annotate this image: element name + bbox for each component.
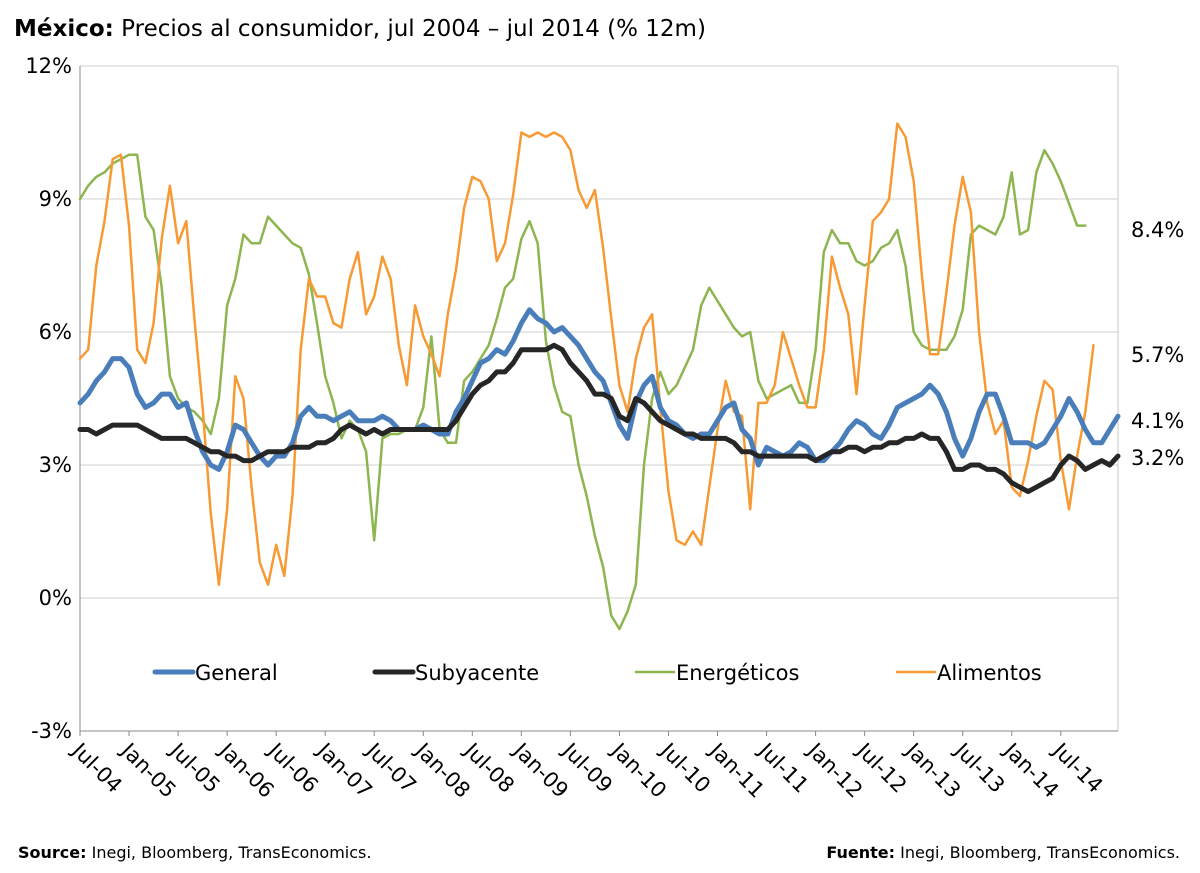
x-tick-label: Jan-09 <box>507 737 573 803</box>
legend-label: General <box>195 661 278 685</box>
series-line-subyacente <box>77 342 1121 495</box>
title-country: México: <box>14 16 114 42</box>
x-tick-label: Jan-10 <box>606 737 672 803</box>
x-tick-label: Jan-05 <box>115 737 181 803</box>
footer-source: Source: Inegi, Bloomberg, TransEconomics… <box>18 843 371 862</box>
line-chart: -3%0%3%6%9%12%Jul-04Jan-05Jul-05Jan-06Ju… <box>25 54 1184 803</box>
y-tick-label: 12% <box>25 54 72 78</box>
title-text: Precios al consumidor, jul 2004 – jul 20… <box>121 16 706 42</box>
footer-fuente-text: Inegi, Bloomberg, TransEconomics. <box>900 843 1180 862</box>
x-tick-label: Jan-11 <box>704 737 770 803</box>
series-line-general <box>77 307 1121 472</box>
series-line-alimentos <box>78 122 1095 586</box>
end-value-label: 4.1% <box>1131 409 1184 433</box>
footer-source-label: Source: <box>18 843 87 862</box>
y-tick-label: 9% <box>39 187 72 211</box>
y-tick-label: 6% <box>39 320 72 344</box>
y-tick-label: -3% <box>31 719 72 743</box>
x-tick-label: Jan-14 <box>998 737 1064 803</box>
x-tick-label: Jan-06 <box>213 737 279 803</box>
y-tick-label: 3% <box>39 453 72 477</box>
footer-fuente: Fuente: Inegi, Bloomberg, TransEconomics… <box>826 843 1180 862</box>
x-tick-label: Jul-04 <box>66 737 127 798</box>
legend-label: Alimentos <box>937 661 1042 685</box>
x-tick-label: Jan-07 <box>311 737 377 803</box>
end-value-label: 3.2% <box>1131 446 1184 470</box>
x-tick-label: Jan-12 <box>802 737 868 803</box>
y-tick-label: 0% <box>39 586 72 610</box>
end-value-label: 5.7% <box>1131 343 1184 367</box>
x-tick-label: Jan-13 <box>900 737 966 803</box>
legend-label: Subyacente <box>415 661 539 685</box>
legend-label: Energéticos <box>676 661 799 685</box>
end-value-label: 8.4% <box>1131 218 1184 242</box>
footer-source-text: Inegi, Bloomberg, TransEconomics. <box>91 843 372 862</box>
x-tick-label: Jan-08 <box>409 737 475 803</box>
chart-title: México: Precios al consumidor, jul 2004 … <box>14 16 706 42</box>
series-line-energéticos <box>78 148 1087 631</box>
footer-fuente-label: Fuente: <box>826 843 896 862</box>
